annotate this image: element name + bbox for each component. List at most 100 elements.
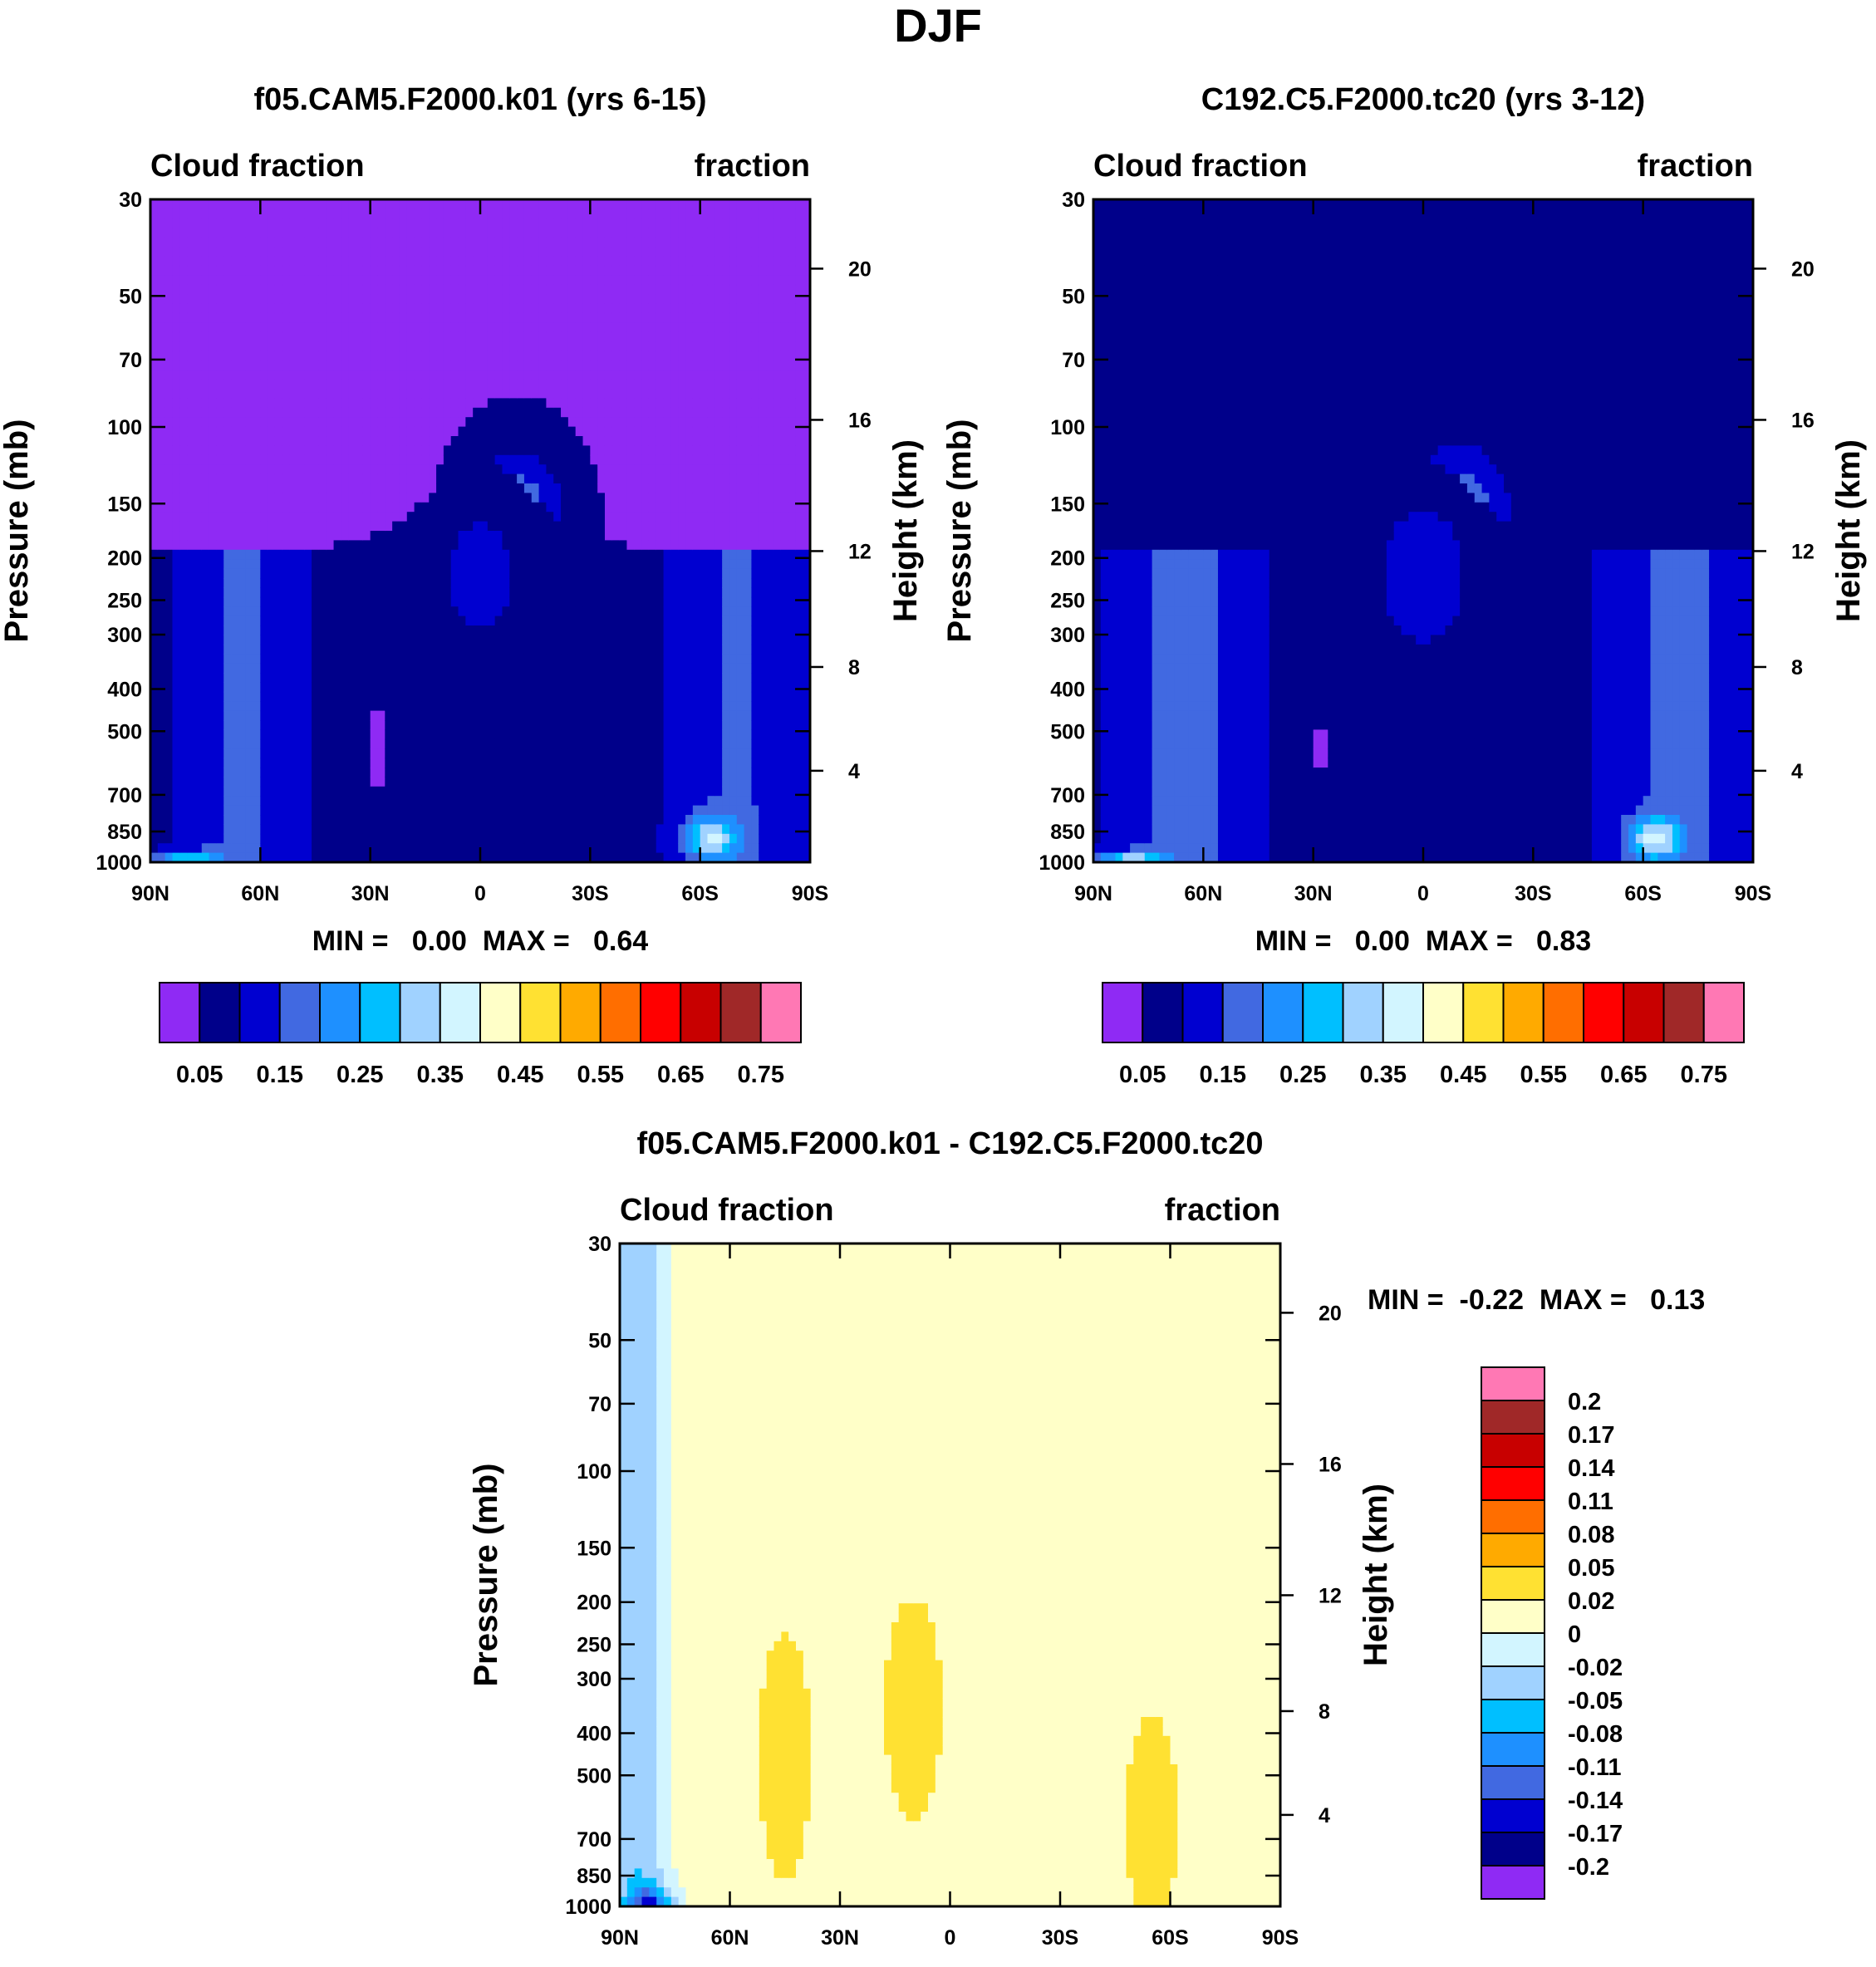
contour-cell bbox=[444, 294, 451, 304]
contour-cell bbox=[385, 483, 392, 493]
contour-cell bbox=[238, 673, 246, 683]
contour-cell bbox=[312, 408, 319, 418]
contour-cell bbox=[634, 834, 641, 844]
contour-cell bbox=[465, 228, 473, 238]
contour-cell bbox=[223, 351, 231, 361]
contour-cell bbox=[194, 361, 202, 370]
contour-cell bbox=[488, 673, 495, 683]
contour-cell bbox=[656, 645, 664, 655]
contour-cell bbox=[385, 625, 392, 635]
contour-cell bbox=[553, 531, 561, 541]
contour-cell bbox=[670, 238, 678, 248]
contour-cell bbox=[348, 606, 356, 616]
contour-cell bbox=[502, 711, 509, 721]
contour-cell bbox=[194, 806, 202, 816]
contour-cell bbox=[400, 436, 407, 446]
contour-cell bbox=[605, 464, 612, 474]
contour-cell bbox=[465, 701, 473, 711]
contour-cell bbox=[348, 303, 356, 313]
contour-cell bbox=[459, 256, 466, 266]
contour-cell bbox=[421, 664, 429, 674]
contour-cell bbox=[407, 228, 415, 238]
contour-cell bbox=[612, 522, 620, 532]
contour-cell bbox=[539, 361, 547, 370]
contour-cell bbox=[312, 341, 319, 351]
contour-cell bbox=[473, 483, 480, 493]
contour-cell bbox=[158, 370, 165, 380]
contour-cell bbox=[465, 294, 473, 304]
contour-cell bbox=[590, 748, 597, 758]
contour-cell bbox=[539, 503, 547, 513]
contour-cell bbox=[238, 578, 246, 588]
contour-cell bbox=[546, 606, 553, 616]
contour-cell bbox=[546, 247, 553, 257]
contour-cell bbox=[517, 218, 524, 228]
contour-cell bbox=[231, 645, 238, 655]
contour-cell bbox=[319, 635, 327, 645]
contour-cell bbox=[612, 587, 620, 597]
contour-cell bbox=[377, 427, 385, 437]
contour-cell bbox=[664, 748, 671, 758]
contour-cell bbox=[546, 834, 553, 844]
contour-cell bbox=[238, 361, 246, 370]
contour-cell bbox=[400, 587, 407, 597]
contour-cell bbox=[290, 332, 297, 342]
contour-cell bbox=[553, 635, 561, 645]
contour-cell bbox=[641, 218, 649, 228]
contour-cell bbox=[165, 427, 173, 437]
contour-cell bbox=[327, 275, 334, 285]
contour-cell bbox=[583, 682, 591, 692]
contour-cell bbox=[670, 247, 678, 257]
contour-cell bbox=[400, 796, 407, 806]
contour-cell bbox=[421, 711, 429, 721]
contour-cell bbox=[341, 824, 348, 834]
contour-cell bbox=[275, 815, 282, 825]
contour-cell bbox=[165, 834, 173, 844]
contour-cell bbox=[656, 408, 664, 418]
contour-cell bbox=[297, 729, 304, 739]
contour-cell bbox=[583, 417, 591, 427]
contour-cell bbox=[415, 692, 422, 702]
contour-cell bbox=[641, 436, 649, 446]
contour-cell bbox=[202, 285, 209, 295]
contour-cell bbox=[385, 559, 392, 569]
contour-cell bbox=[590, 247, 597, 257]
contour-cell bbox=[407, 455, 415, 465]
contour-cell bbox=[363, 578, 371, 588]
contour-cell bbox=[597, 824, 605, 834]
contour-cell bbox=[319, 748, 327, 758]
contour-cell bbox=[327, 806, 334, 816]
contour-cell bbox=[524, 606, 532, 616]
contour-cell bbox=[223, 711, 231, 721]
contour-cell bbox=[480, 616, 488, 626]
contour-cell bbox=[297, 777, 304, 787]
contour-cell bbox=[421, 266, 429, 276]
contour-cell bbox=[371, 445, 378, 455]
contour-cell bbox=[253, 777, 261, 787]
contour-cell bbox=[649, 748, 656, 758]
contour-cell bbox=[583, 748, 591, 758]
contour-cell bbox=[407, 445, 415, 455]
contour-cell bbox=[348, 247, 356, 257]
contour-cell bbox=[223, 815, 231, 825]
contour-cell bbox=[327, 606, 334, 616]
contour-cell bbox=[194, 843, 202, 853]
contour-cell bbox=[209, 266, 217, 276]
contour-cell bbox=[465, 768, 473, 777]
contour-cell bbox=[561, 777, 568, 787]
contour-cell bbox=[334, 645, 341, 655]
contour-cell bbox=[670, 417, 678, 427]
contour-cell bbox=[502, 682, 509, 692]
contour-cell bbox=[282, 531, 290, 541]
contour-cell bbox=[532, 550, 539, 560]
contour-cell bbox=[641, 361, 649, 370]
contour-cell bbox=[377, 380, 385, 390]
contour-cell bbox=[348, 664, 356, 674]
contour-cell bbox=[473, 436, 480, 446]
contour-cell bbox=[626, 380, 634, 390]
contour-cell bbox=[415, 398, 422, 408]
contour-cell bbox=[524, 512, 532, 522]
contour-cell bbox=[209, 559, 217, 569]
contour-cell bbox=[400, 673, 407, 683]
contour-cell bbox=[539, 729, 547, 739]
